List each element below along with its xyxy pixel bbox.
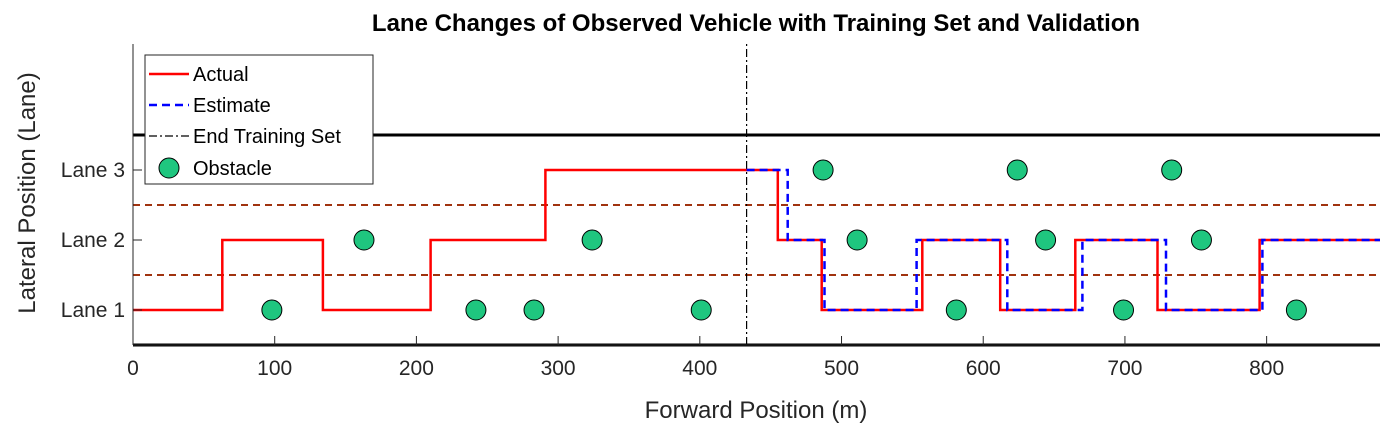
x-axis: 0 100 200 300 400 500 600 700 800 bbox=[127, 336, 1380, 380]
legend-label-obstacle: Obstacle bbox=[193, 158, 272, 180]
estimate-series-line bbox=[746, 168, 1380, 312]
y-tick-label: Lane 1 bbox=[61, 299, 125, 322]
x-tick-label: 600 bbox=[966, 357, 1001, 380]
obstacle-marker-13 bbox=[1161, 159, 1183, 181]
obstacle-marker-10 bbox=[1006, 159, 1028, 181]
x-tick-label: 700 bbox=[1107, 357, 1142, 380]
obstacle-marker-8 bbox=[846, 229, 868, 251]
x-tick-label: 400 bbox=[682, 357, 717, 380]
obstacle-marker-7 bbox=[812, 159, 834, 181]
legend-box bbox=[144, 54, 374, 185]
legend: Actual Estimate End Training Set Obstacle bbox=[144, 54, 374, 185]
x-tick-label: 800 bbox=[1249, 357, 1284, 380]
x-tick-label: 500 bbox=[824, 357, 859, 380]
obstacle-marker-1 bbox=[261, 299, 283, 321]
obstacle-marker-15 bbox=[1285, 299, 1307, 321]
obstacle-marker-2 bbox=[353, 229, 375, 251]
obstacle-marker-4 bbox=[523, 299, 545, 321]
obstacle-marker-12 bbox=[1113, 299, 1135, 321]
actual-series-line bbox=[133, 168, 1380, 312]
y-tick-label: Lane 3 bbox=[61, 159, 125, 182]
legend-label-end-training-set: End Training Set bbox=[193, 126, 341, 148]
obstacle-marker-9 bbox=[945, 299, 967, 321]
obstacle-marker-6 bbox=[690, 299, 712, 321]
y-tick-label: Lane 2 bbox=[61, 229, 125, 252]
obstacle-marker-3 bbox=[465, 299, 487, 321]
obstacle-marker-14 bbox=[1190, 229, 1212, 251]
x-tick-label: 0 bbox=[127, 357, 139, 380]
x-tick-label: 300 bbox=[541, 357, 576, 380]
obstacle-marker-11 bbox=[1035, 229, 1057, 251]
x-tick-label: 100 bbox=[257, 357, 292, 380]
y-axis-label: Lateral Position (Lane) bbox=[14, 72, 41, 313]
legend-label-actual: Actual bbox=[193, 64, 249, 86]
obstacle-marker-5 bbox=[581, 229, 603, 251]
legend-label-estimate: Estimate bbox=[193, 95, 271, 117]
x-tick-label: 200 bbox=[399, 357, 434, 380]
chart-title: Lane Changes of Observed Vehicle with Tr… bbox=[372, 10, 1140, 37]
x-axis-label: Forward Position (m) bbox=[645, 397, 868, 424]
legend-swatch-obstacle bbox=[158, 157, 180, 179]
y-axis: Lane 1 Lane 2 Lane 3 bbox=[61, 44, 142, 345]
